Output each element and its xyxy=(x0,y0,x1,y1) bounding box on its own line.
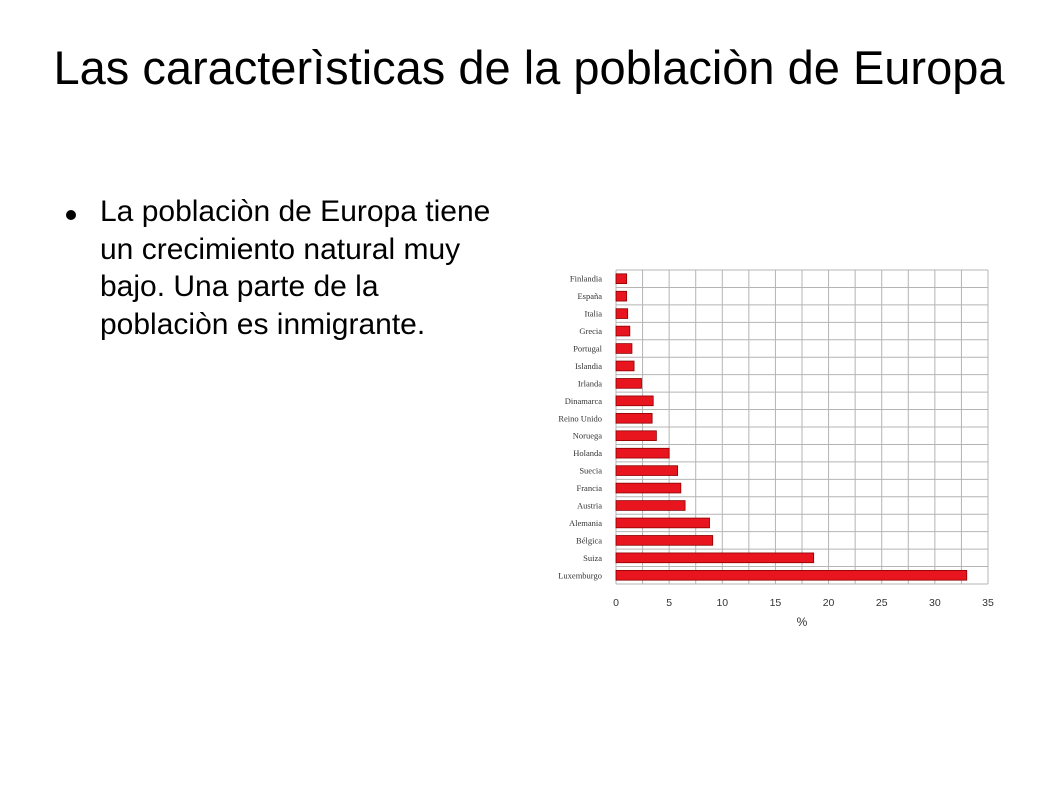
x-tick-label: 20 xyxy=(823,597,835,609)
chart-grid xyxy=(615,269,989,585)
chart-tick-labels: 0 5 10 15 20 25 30 35 xyxy=(613,597,994,609)
bar-portugal xyxy=(615,343,633,354)
category-label: Finlandia xyxy=(570,274,602,284)
category-label: Holanda xyxy=(573,448,602,458)
category-label: Reino Unido xyxy=(558,413,602,423)
category-label: Grecia xyxy=(579,326,602,336)
category-label: Dinamarca xyxy=(565,396,603,406)
category-label: Luxemburgo xyxy=(558,570,602,580)
immigration-bar-chart: Finlandia España Italia Grecia Portugal Islan… xyxy=(530,262,1010,634)
bar-alemania xyxy=(615,517,710,529)
category-label: Italia xyxy=(585,309,603,319)
x-tick-label: 10 xyxy=(716,597,728,609)
x-tick-label: 0 xyxy=(613,597,619,609)
bar-francia xyxy=(615,482,682,494)
bar-suecia xyxy=(615,465,679,476)
bullet-text: La poblaciòn de Europa tiene un crecimie… xyxy=(100,195,491,341)
bar-italia xyxy=(615,308,629,319)
category-label: Francia xyxy=(577,483,603,493)
chart-category-labels: Finlandia España Italia Grecia Portugal Islan… xyxy=(558,274,602,581)
x-tick-label: 25 xyxy=(876,597,888,609)
bullet-item: La poblaciòn de Europa tiene un crecimie… xyxy=(62,193,492,343)
category-label: Austria xyxy=(577,501,602,511)
bullet-list: La poblaciòn de Europa tiene un crecimie… xyxy=(62,193,492,343)
category-label: Noruega xyxy=(573,431,602,441)
category-label: Portugal xyxy=(573,344,602,354)
bar-grecia xyxy=(615,325,631,337)
x-tick-label: 35 xyxy=(982,597,994,609)
bar-finlandia xyxy=(615,273,628,285)
bar-suiza xyxy=(615,552,815,564)
category-label: España xyxy=(577,291,602,301)
x-tick-label: 5 xyxy=(666,597,672,609)
category-label: Islandia xyxy=(575,361,602,371)
chart-bars xyxy=(615,273,968,581)
category-label: Suecia xyxy=(579,466,602,476)
bullet-dot-icon xyxy=(66,210,76,220)
x-tick-label: 15 xyxy=(770,597,782,609)
bar-noruega xyxy=(615,430,657,442)
bar-irlanda xyxy=(615,378,642,389)
chart-svg: Finlandia España Italia Grecia Portugal Islan… xyxy=(558,269,994,629)
bar-holanda xyxy=(615,447,670,459)
bar-luxemburgo xyxy=(615,569,968,581)
bar-reino-unido xyxy=(615,412,653,424)
x-axis-label: % xyxy=(797,615,808,629)
x-tick-label: 30 xyxy=(929,597,941,609)
bar-dinamarca xyxy=(615,395,654,407)
bar-austria xyxy=(615,500,686,511)
category-label: Suiza xyxy=(583,553,602,563)
category-label: Irlanda xyxy=(578,378,602,388)
bar-españa xyxy=(615,290,628,302)
bar-islandia xyxy=(615,360,635,372)
slide-title: Las caracterìsticas de la poblaciòn de E… xyxy=(53,41,1005,94)
bar-bélgica xyxy=(615,535,714,546)
category-label: Alemania xyxy=(569,518,602,528)
category-label: Bélgica xyxy=(576,535,602,545)
